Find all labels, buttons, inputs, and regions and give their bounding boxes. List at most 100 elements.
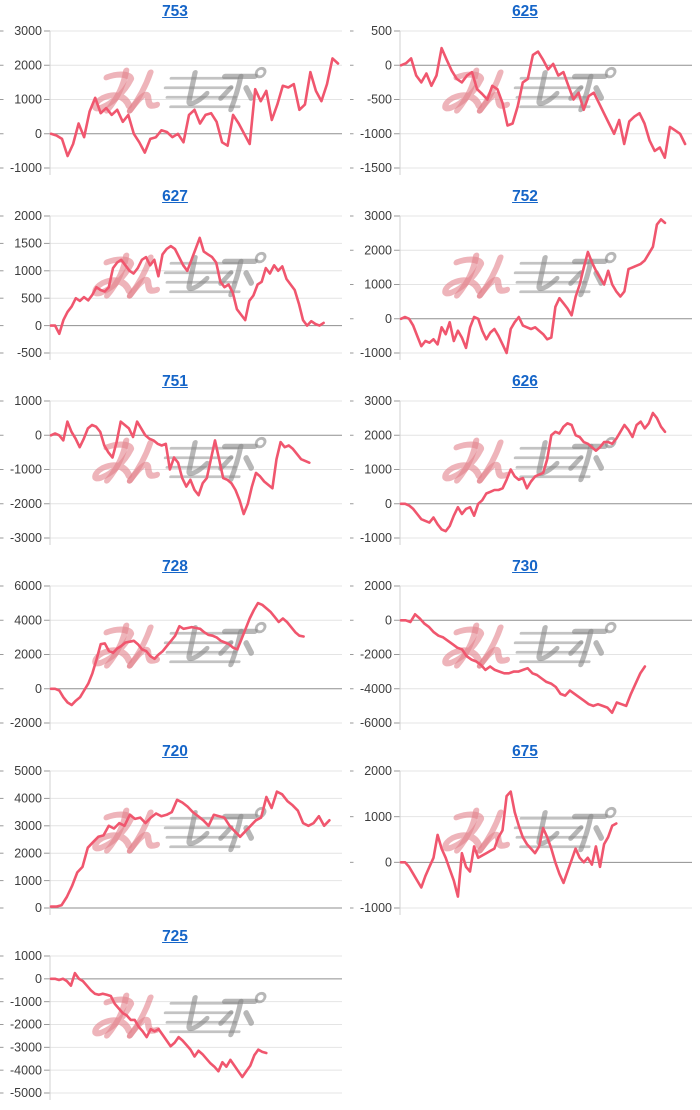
chart-card: 725 1000 0 -1000 -2000 -3000 -4000 -5000 — [0, 925, 350, 1110]
y-axis-tick-label: 6000 — [14, 579, 42, 593]
chart-title-link[interactable]: 625 — [512, 3, 538, 20]
y-axis-tick-label: 2000 — [364, 764, 392, 778]
chart-title-link[interactable]: 626 — [512, 373, 538, 390]
chart-card: 728 6000 4000 2000 0 -2000 — [0, 555, 350, 740]
y-axis-tick-label: 1000 — [14, 264, 42, 278]
y-axis-tick-label: 0 — [35, 901, 42, 915]
chart-title-link[interactable]: 730 — [512, 558, 538, 575]
y-axis-tick-label: 2000 — [14, 846, 42, 860]
chart-title: 626 — [350, 370, 700, 394]
line-chart: 3000 2000 1000 0 -1000 — [350, 209, 692, 360]
line-chart: 500 0 -500 -1000 -1500 — [350, 24, 692, 175]
line-chart: 2000 1000 0 -1000 — [350, 764, 692, 915]
chart-card: 627 2000 1500 1000 500 0 -500 — [0, 185, 350, 370]
y-axis-tick-label: 0 — [385, 58, 392, 72]
chart-title: 627 — [0, 185, 350, 209]
y-axis-tick-label: 1000 — [364, 278, 392, 292]
series-line — [399, 46, 687, 159]
y-axis-tick-label: 2000 — [14, 209, 42, 223]
y-axis-tick-label: 0 — [385, 497, 392, 511]
chart-title-link[interactable]: 720 — [162, 743, 188, 760]
y-axis-tick-label: 0 — [35, 972, 42, 986]
series-line — [399, 790, 618, 898]
chart-title-link[interactable]: 728 — [162, 558, 188, 575]
line-chart: 3000 2000 1000 0 -1000 — [0, 24, 342, 175]
y-axis-tick-label: -2000 — [360, 648, 392, 662]
chart-title: 625 — [350, 0, 700, 24]
line-chart: 2000 0 -2000 -4000 -6000 — [350, 579, 692, 730]
y-axis-tick-label: 5000 — [14, 764, 42, 778]
y-axis-tick-label: 1500 — [14, 237, 42, 251]
minrepo-watermark-icon — [92, 66, 267, 114]
series-line — [49, 57, 340, 158]
y-axis-tick-label: -500 — [367, 93, 392, 107]
series-line — [399, 411, 667, 533]
y-axis-tick-label: 0 — [385, 312, 392, 326]
chart-title: 725 — [0, 925, 350, 949]
chart-title-link[interactable]: 751 — [162, 373, 188, 390]
y-axis-tick-label: 4000 — [14, 613, 42, 627]
y-axis-tick-label: -4000 — [360, 682, 392, 696]
series-line — [49, 420, 311, 516]
y-axis-tick-label: 3000 — [14, 24, 42, 38]
series-line — [49, 971, 268, 1079]
series-line — [49, 790, 331, 908]
y-axis-tick-label: 500 — [371, 24, 392, 38]
line-chart: 5000 4000 3000 2000 1000 0 — [0, 764, 342, 915]
minrepo-watermark-icon — [442, 621, 617, 669]
minrepo-watermark-icon — [442, 251, 617, 299]
chart-card: 720 5000 4000 3000 2000 1000 0 — [0, 740, 350, 925]
line-chart: 1000 0 -1000 -2000 -3000 — [0, 394, 342, 545]
y-axis-tick-label: 0 — [35, 127, 42, 141]
minrepo-watermark-icon — [442, 806, 617, 854]
chart-title: 728 — [0, 555, 350, 579]
y-axis-tick-label: -2000 — [10, 716, 42, 730]
series-line — [49, 601, 305, 707]
y-axis-tick-label: -1000 — [360, 346, 392, 360]
y-axis-tick-label: 0 — [35, 682, 42, 696]
y-axis-tick-label: 2000 — [364, 428, 392, 442]
series-line — [399, 218, 667, 355]
chart-title-link[interactable]: 752 — [512, 188, 538, 205]
y-axis-tick-label: -1000 — [10, 161, 42, 175]
line-chart: 1000 0 -1000 -2000 -3000 -4000 -5000 — [0, 949, 342, 1100]
chart-title-link[interactable]: 725 — [162, 928, 188, 945]
y-axis-tick-label: 1000 — [14, 949, 42, 963]
chart-card: 730 2000 0 -2000 -4000 -6000 — [350, 555, 700, 740]
y-axis-tick-label: 1000 — [14, 93, 42, 107]
y-axis-tick-label: 3000 — [14, 819, 42, 833]
y-axis-tick-label: 0 — [385, 613, 392, 627]
chart-title: 720 — [0, 740, 350, 764]
chart-card: 753 3000 2000 1000 0 -1000 — [0, 0, 350, 185]
y-axis-tick-label: 0 — [35, 428, 42, 442]
line-chart: 6000 4000 2000 0 -2000 — [0, 579, 342, 730]
y-axis-tick-label: 0 — [35, 319, 42, 333]
line-chart: 2000 1500 1000 500 0 -500 — [0, 209, 342, 360]
y-axis-tick-label: 1000 — [364, 463, 392, 477]
y-axis-tick-label: -2000 — [10, 497, 42, 511]
y-axis-tick-label: -1000 — [10, 463, 42, 477]
minrepo-watermark-icon — [92, 251, 267, 299]
chart-title-link[interactable]: 753 — [162, 3, 188, 20]
y-axis-tick-label: -1000 — [360, 127, 392, 141]
y-axis-tick-label: 3000 — [364, 394, 392, 408]
chart-card: 626 3000 2000 1000 0 -1000 — [350, 370, 700, 555]
minrepo-watermark-icon — [92, 806, 267, 854]
y-axis-tick-label: -3000 — [10, 1041, 42, 1055]
chart-title-link[interactable]: 675 — [512, 743, 538, 760]
y-axis-tick-label: 2000 — [14, 58, 42, 72]
minrepo-watermark-icon — [92, 436, 267, 484]
chart-title: 753 — [0, 0, 350, 24]
y-axis-tick-label: 2000 — [364, 243, 392, 257]
series-line — [49, 236, 325, 336]
y-axis-tick-label: -5000 — [10, 1086, 42, 1100]
y-axis-tick-label: -1000 — [360, 901, 392, 915]
y-axis-tick-label: -4000 — [10, 1063, 42, 1077]
y-axis-tick-label: 2000 — [14, 648, 42, 662]
y-axis-tick-label: -6000 — [360, 716, 392, 730]
chart-title: 675 — [350, 740, 700, 764]
y-axis-tick-label: -3000 — [10, 531, 42, 545]
chart-title-link[interactable]: 627 — [162, 188, 188, 205]
chart-card: 752 3000 2000 1000 0 -1000 — [350, 185, 700, 370]
